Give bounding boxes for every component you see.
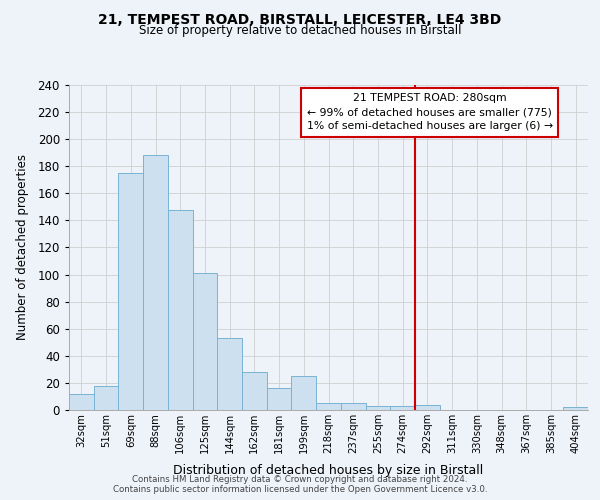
Bar bbox=[94, 386, 118, 410]
Bar bbox=[390, 406, 415, 410]
Text: 21 TEMPEST ROAD: 280sqm
← 99% of detached houses are smaller (775)
1% of semi-de: 21 TEMPEST ROAD: 280sqm ← 99% of detache… bbox=[307, 93, 553, 131]
Text: Size of property relative to detached houses in Birstall: Size of property relative to detached ho… bbox=[139, 24, 461, 37]
Bar bbox=[69, 394, 94, 410]
Bar bbox=[217, 338, 242, 410]
X-axis label: Distribution of detached houses by size in Birstall: Distribution of detached houses by size … bbox=[173, 464, 484, 477]
Bar bbox=[563, 408, 588, 410]
Bar bbox=[193, 273, 217, 410]
Bar bbox=[118, 173, 143, 410]
Bar bbox=[242, 372, 267, 410]
Bar bbox=[168, 210, 193, 410]
Bar bbox=[143, 156, 168, 410]
Bar bbox=[267, 388, 292, 410]
Text: Contains public sector information licensed under the Open Government Licence v3: Contains public sector information licen… bbox=[113, 484, 487, 494]
Bar bbox=[341, 403, 365, 410]
Text: 21, TEMPEST ROAD, BIRSTALL, LEICESTER, LE4 3BD: 21, TEMPEST ROAD, BIRSTALL, LEICESTER, L… bbox=[98, 12, 502, 26]
Y-axis label: Number of detached properties: Number of detached properties bbox=[16, 154, 29, 340]
Bar bbox=[316, 403, 341, 410]
Bar bbox=[365, 406, 390, 410]
Bar bbox=[292, 376, 316, 410]
Bar bbox=[415, 404, 440, 410]
Text: Contains HM Land Registry data © Crown copyright and database right 2024.: Contains HM Land Registry data © Crown c… bbox=[132, 475, 468, 484]
